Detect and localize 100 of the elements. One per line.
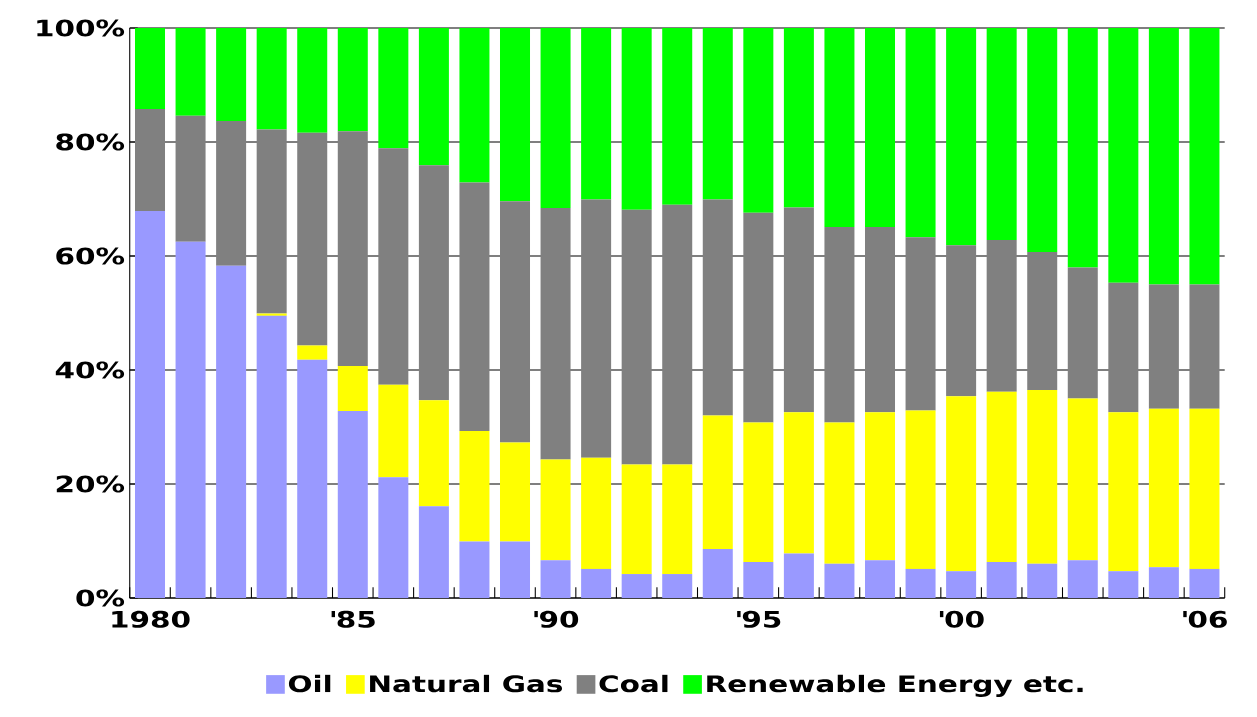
bar [946,396,977,572]
bar [702,27,733,200]
x-tick-label: '00 [939,610,984,628]
bar [175,27,206,116]
bar [378,477,409,598]
bar [1148,284,1179,409]
bar [500,201,531,443]
bar [1108,27,1139,283]
bar [1148,567,1179,598]
y-tick-label: 0% [76,589,125,607]
bar [378,148,409,385]
x-tick-label: '85 [331,610,375,628]
bar [256,315,287,598]
bar [1027,389,1058,564]
bar [986,391,1017,563]
bar [824,563,855,598]
y-tick-label: 20% [56,475,125,493]
y-tick-label: 60% [56,247,125,265]
bar [418,400,449,507]
bar [297,132,328,346]
bar [256,27,287,130]
legend-label: Oil [288,674,331,693]
bar [1067,398,1098,561]
bar [581,27,612,200]
bar [378,27,409,149]
bar [418,506,449,598]
bar [337,27,368,132]
bar [743,422,774,563]
bar [905,568,936,598]
legend-label: Natural Gas [370,674,562,693]
bar [418,27,449,166]
bar [1108,412,1139,572]
bar [702,415,733,549]
bar [662,204,693,465]
bar [216,120,247,266]
bar [297,27,328,133]
bar [459,541,490,598]
bar [865,27,896,227]
y-tick-label: 40% [55,361,125,379]
bar [905,410,936,569]
bar [337,131,368,366]
bar [1027,563,1058,598]
bar [783,207,814,413]
bar [175,241,206,598]
bar [946,27,977,246]
bar [621,209,652,465]
bar [581,457,612,569]
bar [1067,267,1098,399]
bar [824,27,855,227]
bar [824,226,855,423]
bar [905,27,936,238]
bar [946,571,977,598]
bar [1148,408,1179,568]
bar [662,574,693,598]
y-tick-label: 100% [37,19,125,37]
bar [500,442,531,542]
bar [540,560,571,598]
bar [337,411,368,598]
legend-label: Renewable Energy etc. [707,674,1083,697]
bar [581,568,612,598]
bar [135,210,166,598]
bar [743,27,774,213]
bar [905,237,936,411]
bar [1189,27,1220,285]
bar [946,245,977,397]
x-tick-label: 1980 [112,610,190,628]
bar [986,562,1017,598]
bar [1027,27,1058,252]
bar [1027,252,1058,390]
bar [621,27,652,210]
bar [540,27,571,209]
y-tick-label: 80% [56,133,125,151]
bar [865,412,896,561]
bar [135,108,166,211]
x-tick-label: '90 [534,610,579,628]
bar [621,464,652,575]
bar [621,574,652,598]
x-tick-label: '95 [737,610,781,628]
bar [1067,27,1098,268]
bar [865,560,896,598]
bar [459,182,490,431]
x-tick-label: '06 [1183,610,1227,628]
bar [297,359,328,598]
bar [216,265,247,598]
bar [743,562,774,598]
bar [378,384,409,478]
bar [540,459,571,561]
bar [216,27,247,121]
bar [500,541,531,598]
bar [1148,27,1179,285]
bar [135,27,166,109]
bar [743,212,774,423]
bar [500,27,531,202]
bar [783,412,814,554]
bar [297,345,328,360]
bar [1067,560,1098,598]
bar [824,422,855,564]
legend-label: Coal [599,674,668,693]
bar [783,553,814,598]
bar [540,208,571,460]
